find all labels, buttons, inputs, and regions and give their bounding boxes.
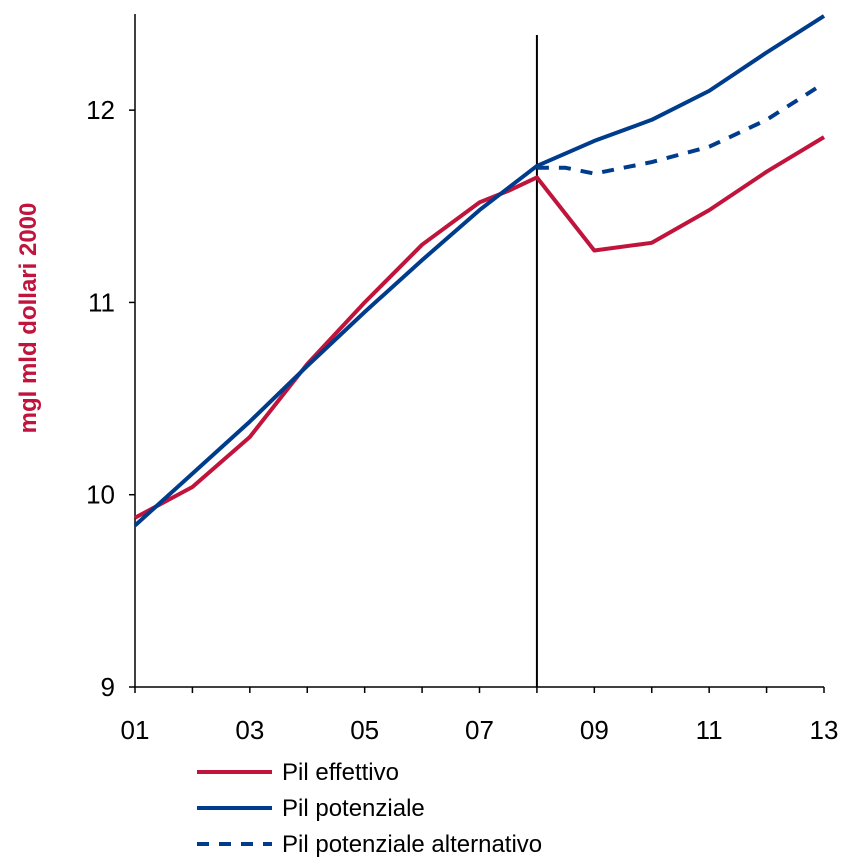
y-tick-label: 11: [88, 287, 115, 317]
legend: Pil effettivo Pil potenziale Pil potenzial…: [197, 759, 542, 858]
y-tick-label: 10: [86, 480, 115, 510]
series-line-3: [536, 81, 826, 176]
axes: 9 10 11 12 01 03 05 07 09 11 13: [86, 14, 838, 745]
y-tick-label: 9: [101, 672, 115, 702]
y-axis-label: mgl mld dollari 2000: [15, 203, 42, 434]
legend-label: Pil effettivo: [282, 759, 399, 786]
legend-label: Pil potenziale alternativo: [282, 831, 542, 858]
series-layer: [133, 14, 826, 527]
x-tick-label: 01: [121, 715, 150, 745]
x-tick-label: 07: [465, 715, 494, 745]
x-tick-label: 05: [350, 715, 379, 745]
x-tick-label: 09: [580, 715, 609, 745]
legend-label: Pil potenziale: [282, 795, 425, 822]
x-tick-label: 03: [235, 715, 264, 745]
series-line-2: [133, 14, 826, 527]
x-tick-label: 11: [696, 715, 723, 745]
series-line-1: [134, 135, 826, 520]
x-tick-label: 13: [810, 715, 839, 745]
y-tick-label: 12: [86, 95, 115, 125]
